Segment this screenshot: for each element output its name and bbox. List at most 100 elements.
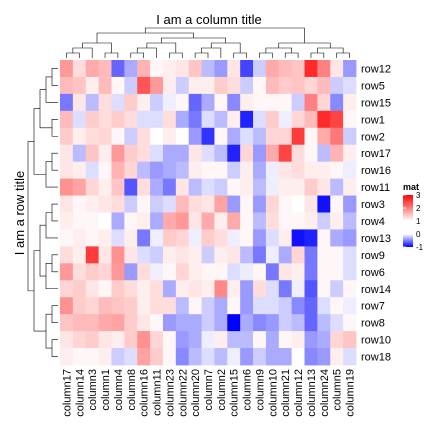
heatmap-cell [278, 280, 293, 298]
heatmap-cell [150, 93, 164, 112]
column-label: column21 [280, 369, 292, 417]
column-label: column13 [306, 369, 318, 417]
heatmap-cell [162, 161, 177, 180]
dendrogram-branch [336, 52, 350, 58]
heatmap-cell [162, 314, 177, 332]
heatmap-cell [278, 229, 293, 247]
heatmap-cell [253, 263, 267, 281]
heatmap-cell [188, 76, 202, 95]
heatmap-cell [304, 331, 318, 349]
heatmap-cell [85, 229, 100, 247]
heatmap-cell [111, 263, 125, 281]
heatmap-cell [162, 246, 177, 264]
heatmap-cell [227, 144, 241, 163]
heatmap-cell [124, 161, 138, 180]
heatmap-cell [111, 144, 125, 163]
dendrogram-branch [39, 224, 46, 277]
heatmap-cell [291, 195, 305, 213]
column-label: column6 [242, 369, 254, 411]
row-label: row2 [361, 131, 385, 143]
heatmap-cell [98, 60, 112, 78]
heatmap-cell [162, 229, 177, 247]
heatmap-cell [343, 314, 357, 332]
heatmap-cell [214, 127, 228, 146]
heatmap-cell [188, 348, 202, 366]
heatmap-cell [330, 161, 344, 180]
heatmap-cell [98, 161, 112, 180]
heatmap-cell [227, 348, 241, 366]
heatmap-cell [343, 280, 357, 298]
heatmap-cell [85, 246, 100, 264]
heatmap-cell [137, 212, 151, 230]
heatmap-cell [317, 110, 331, 129]
heatmap-cell [304, 144, 318, 163]
heatmap-cell [201, 280, 215, 298]
heatmap-cell [201, 127, 215, 146]
heatmap-cell [240, 280, 254, 298]
heatmap-cell [72, 246, 87, 264]
heatmap-cell [137, 93, 151, 112]
heatmap-cell [150, 246, 164, 264]
heatmap-cell [175, 110, 190, 129]
heatmap-cell [60, 263, 74, 281]
column-label: column2 [216, 369, 228, 411]
heatmap-cell [137, 246, 151, 264]
dendrogram-branch [278, 42, 331, 48]
heatmap-cell [227, 110, 241, 129]
column-label: column9 [254, 369, 266, 411]
column-label: column3 [87, 369, 99, 411]
heatmap-cell [304, 161, 318, 180]
heatmap-cell [98, 76, 112, 95]
heatmap-cell [85, 60, 100, 78]
heatmap-cell [291, 348, 305, 366]
heatmap-cell [85, 280, 100, 298]
heatmap-cell [124, 246, 138, 264]
heatmap-cell [150, 76, 164, 95]
heatmap-cell [201, 76, 215, 95]
dendrogram-branch [51, 68, 58, 86]
dendrogram-branch [161, 37, 226, 43]
heatmap-cell [137, 76, 151, 95]
heatmap-cell [214, 331, 228, 349]
heatmap-cell [150, 144, 164, 163]
heatmap-cell [162, 60, 177, 78]
heatmap-cell [317, 263, 331, 281]
heatmap-cell [214, 195, 228, 213]
heatmap-cell [265, 297, 280, 315]
heatmap-cell [85, 195, 100, 213]
heatmap-cell [278, 348, 293, 366]
heatmap-cell [150, 195, 164, 213]
heatmap-cell [317, 76, 331, 95]
heatmap-cell [317, 144, 331, 163]
heatmap-cell [304, 93, 318, 112]
heatmap-cell [227, 246, 241, 264]
heatmap-cell [98, 195, 112, 213]
heatmap-cell [188, 297, 202, 315]
heatmap-cell [227, 229, 241, 247]
heatmap-cell [304, 246, 318, 264]
dendrogram-branch [51, 254, 58, 273]
heatmap-cell [124, 280, 138, 298]
heatmap-cell [124, 110, 138, 129]
legend-tick-label: 0 [416, 230, 421, 239]
heatmap-cell [214, 348, 228, 366]
dendrogram-branch [51, 305, 58, 323]
heatmap-cell [162, 297, 177, 315]
heatmap-cell [240, 297, 254, 315]
heatmap-cell [175, 195, 190, 213]
heatmap-cell [201, 60, 215, 78]
dendrogram-branch [259, 52, 273, 58]
row-label: row18 [361, 352, 391, 364]
heatmap-cell [265, 280, 280, 298]
heatmap-cell [162, 127, 177, 146]
heatmap-cell [291, 314, 305, 332]
heatmap-cell [175, 76, 190, 95]
heatmap-cell [265, 348, 280, 366]
heatmap-cell [85, 144, 100, 163]
row-label: row17 [361, 148, 391, 160]
heatmap-cell [111, 314, 125, 332]
heatmap-cell [278, 314, 293, 332]
heatmap-cell [291, 229, 305, 247]
heatmap-cell [137, 297, 151, 315]
heatmap-cell [304, 280, 318, 298]
